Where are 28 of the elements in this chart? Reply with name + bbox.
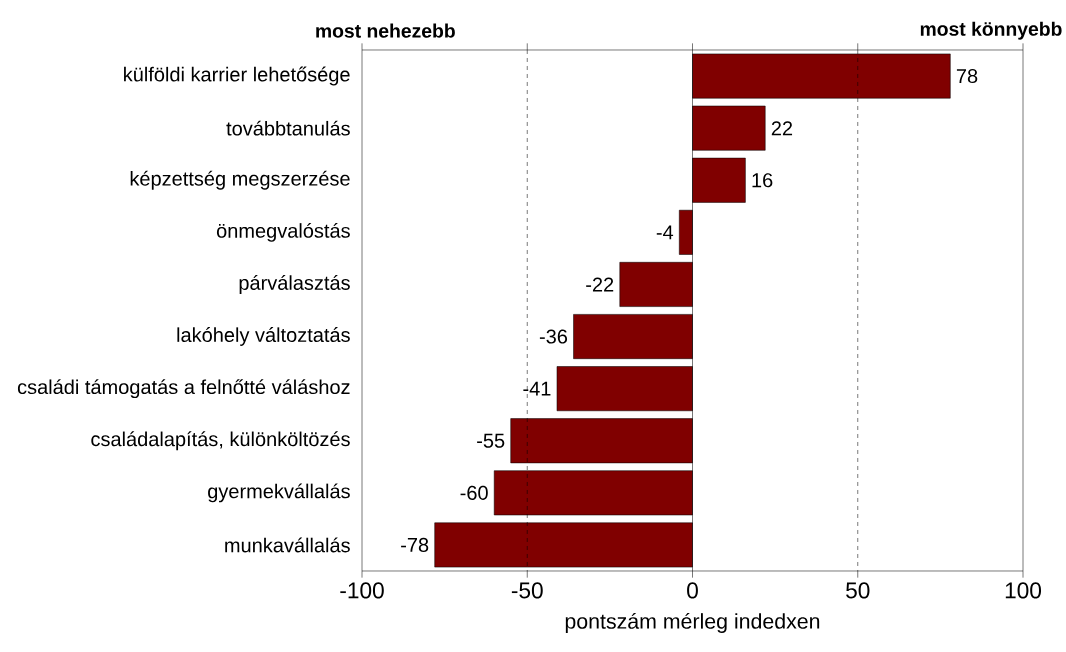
- x-tick-label: 100: [1005, 582, 1042, 599]
- data-label: 22: [771, 121, 793, 136]
- data-label: -22: [586, 277, 614, 292]
- text: most nehezebb: [316, 23, 455, 38]
- y-tick-label: gyermekvállalás: [208, 483, 350, 503]
- x-tick-label: -50: [511, 582, 543, 599]
- data-label: -60: [460, 485, 488, 500]
- y-tick-label: családalapítás, különköltözés: [91, 431, 350, 451]
- data-label: 16: [752, 173, 773, 188]
- x-tick-label: 50: [846, 582, 870, 599]
- y-tick-label: továbbtanulás: [226, 120, 350, 136]
- data-label: -36: [539, 329, 568, 344]
- y-tick-label: képzettség megszerzése: [130, 170, 350, 190]
- y-tick-label: lakóhely változtatás: [177, 327, 350, 346]
- data-label: -55: [477, 433, 505, 448]
- y-tick-label: munkavállalás: [225, 537, 350, 553]
- data-label: -4: [656, 225, 674, 240]
- text: most könnyebb: [920, 21, 1062, 40]
- x-tick-label: -100: [340, 582, 384, 599]
- y-tick-label: párválasztás: [239, 275, 350, 294]
- x-axis-title: pontszám mérleg indedxen: [565, 612, 820, 634]
- y-tick-label: családi támogatás a felnőtté váláshoz: [17, 379, 350, 399]
- y-tick-label: külföldi karrier lehetősége: [124, 66, 350, 86]
- x-tick-label: 0: [687, 582, 698, 599]
- data-label: 78: [956, 68, 978, 84]
- data-label: -41: [523, 381, 551, 396]
- y-tick-label: önmegvalóstás: [216, 222, 350, 242]
- data-label: -78: [401, 537, 429, 553]
